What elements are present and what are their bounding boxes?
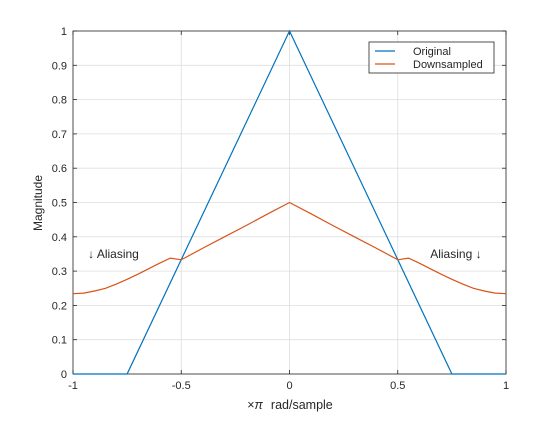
x-tick-label: -1	[68, 380, 78, 392]
y-tick-label: 0.9	[52, 60, 67, 72]
x-tick-label: 0	[286, 380, 292, 392]
y-axis-label: Magnitude	[31, 175, 45, 231]
y-tick-label: 0.7	[52, 129, 67, 141]
legend-label-downsampled: Downsampled	[413, 59, 483, 71]
y-tick-label: 0.3	[52, 266, 67, 278]
annotation-aliasing: ↓ Aliasing	[88, 247, 139, 261]
x-axis-label-prefix: ×	[247, 398, 254, 412]
ticks: -1 -0.5 0 0.5 1 0 0.1 0.2 0.3 0.4 0.5 0.6 0.7 0.8 0.9 1	[52, 26, 509, 392]
y-tick-label: 0.4	[52, 232, 67, 244]
series-line-original	[73, 29, 506, 375]
annotations: ↓ Aliasing Aliasing ↓	[88, 247, 481, 261]
y-tick-label: 0	[61, 369, 67, 381]
x-axis-label-unit: rad/sample	[271, 398, 333, 412]
legend-label-original: Original	[413, 46, 451, 58]
annotation-aliasing: Aliasing ↓	[430, 247, 481, 261]
x-axis-label-symbol: π	[255, 398, 264, 412]
x-tick-label: -0.5	[172, 380, 191, 392]
x-axis-label: ×π rad/sample	[247, 398, 333, 412]
legend-box	[368, 41, 495, 74]
series	[72, 29, 507, 375]
series-line-downsampled	[72, 201, 507, 295]
x-tick-label: 0.5	[390, 380, 405, 392]
y-tick-label: 0.6	[52, 163, 67, 175]
x-tick-label: 1	[503, 380, 509, 392]
y-tick-label: 0.5	[52, 198, 67, 210]
y-tick-label: 0.2	[52, 300, 67, 312]
y-tick-label: 0.8	[52, 95, 67, 107]
y-tick-label: 0.1	[52, 335, 67, 347]
y-tick-label: 1	[61, 26, 67, 38]
